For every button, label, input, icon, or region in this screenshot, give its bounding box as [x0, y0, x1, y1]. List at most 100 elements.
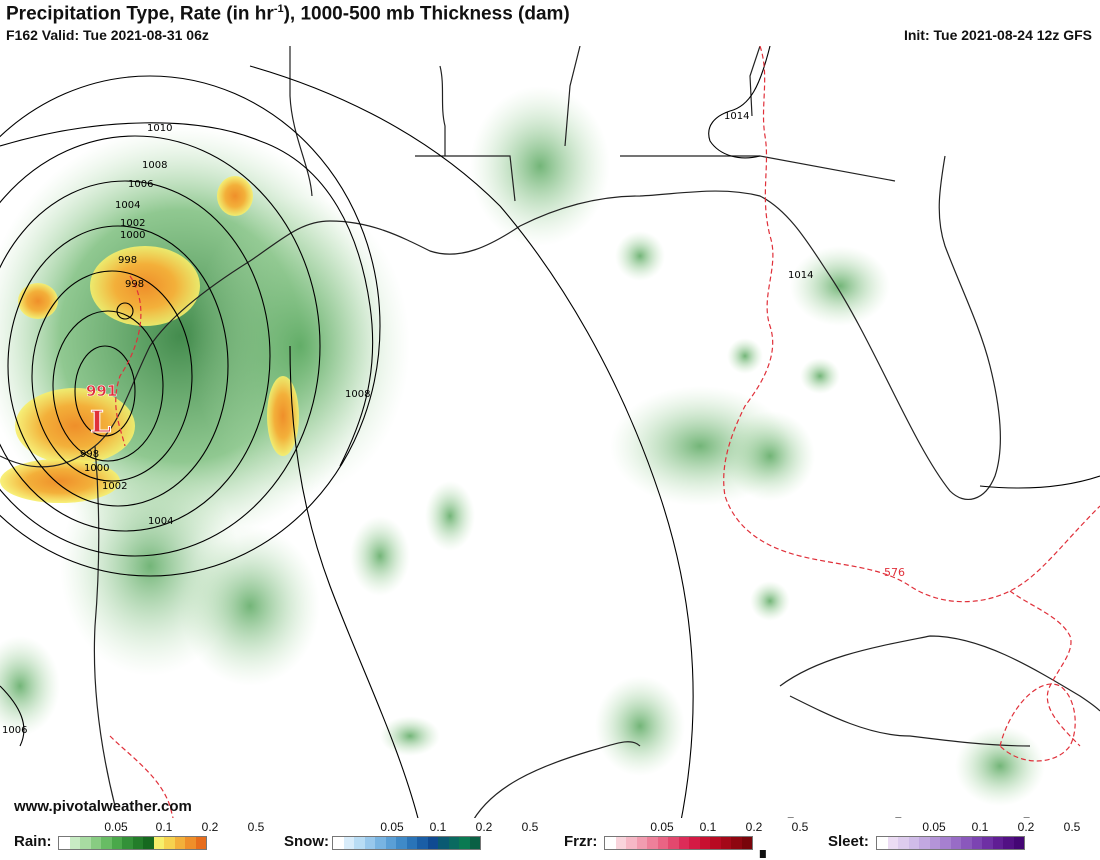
legend-swatch	[992, 837, 1003, 849]
isobar-label: 1004	[148, 516, 173, 527]
legend-swatch	[877, 837, 888, 849]
legend-swatch	[375, 837, 386, 849]
legend-frzr-label: Frzr:	[564, 833, 598, 850]
legend-swatch	[143, 837, 154, 849]
header: Precipitation Type, Rate (in hr-1), 1000…	[0, 0, 1100, 46]
legend-swatch	[626, 837, 637, 849]
isobar-label: 1002	[102, 481, 127, 492]
legend-swatch	[164, 837, 175, 849]
legend-tick: 0.1	[699, 820, 717, 834]
legend-snow-label: Snow:	[284, 833, 329, 850]
isobar-label: 1010	[147, 123, 172, 134]
legend-swatch	[982, 837, 993, 849]
coastlines	[0, 46, 1100, 826]
legend-swatch	[343, 837, 354, 849]
legend-swatch	[636, 837, 647, 849]
isobar-label: 998	[118, 255, 137, 266]
legend-swatch	[929, 837, 940, 849]
legend-swatch	[385, 837, 396, 849]
legend-tick: 0.2	[201, 820, 219, 834]
legend-swatch	[971, 837, 982, 849]
isobar-label: 998	[80, 449, 99, 460]
legend-swatch	[919, 837, 930, 849]
legend-tick: 0.5	[247, 820, 265, 834]
legend-swatch	[668, 837, 679, 849]
legend-swatch	[1003, 837, 1014, 849]
legend-tick: 0.2	[745, 820, 763, 834]
legend-swatch	[448, 837, 459, 849]
legend-swatch	[605, 837, 616, 849]
legend-swatch	[961, 837, 972, 849]
init-time: Init: Tue 2021-08-24 12z GFS	[903, 27, 1092, 43]
legend-snow: Snow: 0.05 0.1 0.2 0.5	[284, 818, 554, 850]
legend-swatch	[354, 837, 365, 849]
legend-tick: 0.2	[1017, 820, 1035, 834]
isobar-label: 1000	[84, 463, 109, 474]
legend-swatch	[153, 837, 164, 849]
isobar-label: 998	[125, 279, 144, 290]
site-url[interactable]: www.pivotalweather.com	[14, 798, 192, 815]
legend-swatch	[647, 837, 658, 849]
thickness-label: 576	[884, 566, 905, 579]
rain-field	[0, 86, 1045, 806]
legend-swatch	[59, 837, 70, 849]
legend-swatch	[80, 837, 91, 849]
legend-swatch	[731, 837, 742, 849]
legend-snow-bar	[332, 836, 481, 850]
low-pressure-symbol: L	[90, 405, 111, 440]
map-title: Precipitation Type, Rate (in hr-1), 1000…	[6, 3, 570, 25]
legend-swatch	[908, 837, 919, 849]
low-pressure-value: 991	[86, 382, 117, 400]
legend-frzr: Frzr: 0.05 0.1 0.2 0.5	[564, 818, 824, 850]
isobar-label: 1000	[120, 230, 145, 241]
thickness-contours	[109, 46, 1100, 826]
legend-tick: 0.5	[521, 820, 539, 834]
precip-legend: Rain: 0.05 0.1 0.2 0.5 Snow: 0.05 0.1 0.…	[0, 818, 1100, 850]
legend-rain: Rain: 0.05 0.1 0.2 0.5	[14, 818, 274, 850]
legend-tick: 0.05	[922, 820, 946, 834]
legend-swatch	[364, 837, 375, 849]
legend-swatch	[333, 837, 344, 849]
isobar-label: 1004	[115, 200, 140, 211]
map-canvas: 1010 1008 1006 1004 1002 1000 998 998 99…	[0, 46, 1100, 826]
legend-sleet-bar	[876, 836, 1025, 850]
legend-swatch	[132, 837, 143, 849]
legend-swatch	[710, 837, 721, 849]
legend-swatch	[887, 837, 898, 849]
legend-swatch	[615, 837, 626, 849]
legend-swatch	[1013, 837, 1024, 849]
weather-map[interactable]: 1010 1008 1006 1004 1002 1000 998 998 99…	[0, 46, 1100, 859]
legend-swatch	[469, 837, 480, 849]
isobar-labels: 1010 1008 1006 1004 1002 1000 998 998 99…	[2, 111, 813, 736]
legend-swatch	[185, 837, 196, 849]
legend-swatch	[195, 837, 206, 849]
legend-sleet: Sleet: 0.05 0.1 0.2 0.5	[828, 818, 1096, 850]
legend-swatch	[459, 837, 470, 849]
legend-tick: 0.05	[650, 820, 674, 834]
legend-sleet-label: Sleet:	[828, 833, 869, 850]
legend-tick: 0.1	[155, 820, 173, 834]
legend-frzr-bar	[604, 836, 753, 850]
isobar-label: 1006	[2, 725, 27, 736]
isobar-label: 1008	[142, 160, 167, 171]
legend-tick: 0.05	[380, 820, 404, 834]
isobar-label: 1008	[345, 389, 370, 400]
legend-swatch	[174, 837, 185, 849]
isobar-label: 1014	[724, 111, 749, 122]
legend-swatch	[427, 837, 438, 849]
legend-swatch	[111, 837, 122, 849]
isobars	[0, 46, 1100, 826]
legend-tick: 0.1	[971, 820, 989, 834]
legend-swatch	[122, 837, 133, 849]
legend-swatch	[657, 837, 668, 849]
isobar-label: 1006	[128, 179, 153, 190]
legend-swatch	[950, 837, 961, 849]
legend-tick: 0.05	[104, 820, 128, 834]
legend-swatch	[101, 837, 112, 849]
legend-tick: 0.2	[475, 820, 493, 834]
legend-swatch	[396, 837, 407, 849]
legend-swatch	[438, 837, 449, 849]
legend-rain-bar	[58, 836, 207, 850]
legend-swatch	[406, 837, 417, 849]
legend-swatch	[417, 837, 428, 849]
